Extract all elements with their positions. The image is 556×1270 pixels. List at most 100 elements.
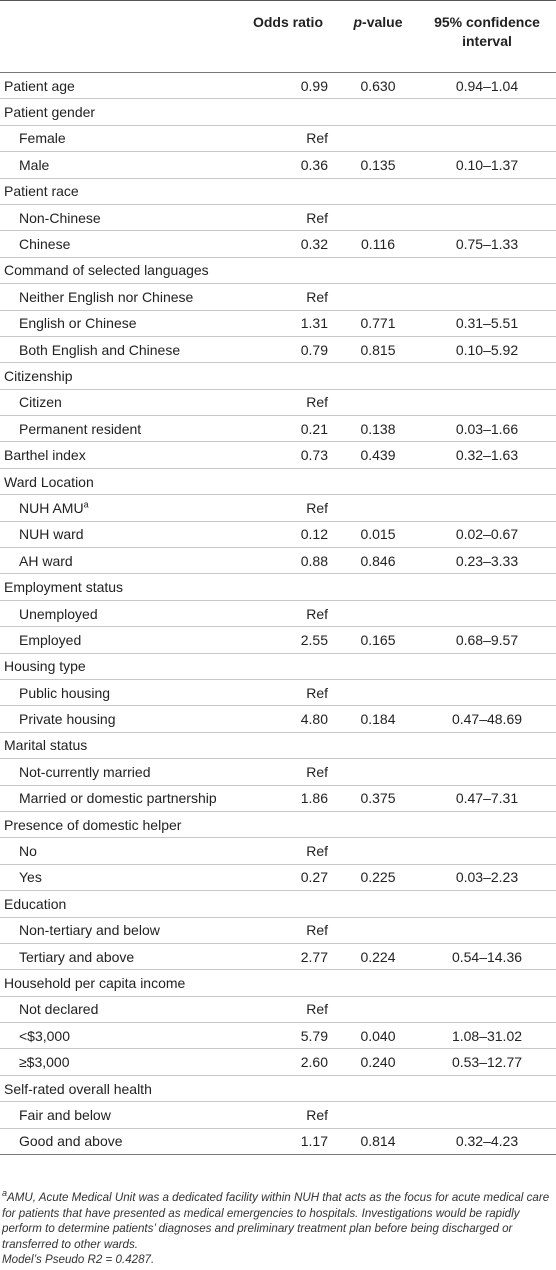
row-label: Patient age xyxy=(0,73,238,99)
cell-odds-ratio: 1.31 xyxy=(300,315,328,332)
table-row: Permanent resident 0.21 0.138 0.03–1.66 xyxy=(0,416,556,442)
cell-odds-ratio xyxy=(238,653,338,679)
cell-p-value xyxy=(338,917,418,943)
cell-p-value: 0.138 xyxy=(360,420,396,437)
cell-confidence-interval: 0.53–12.77 xyxy=(451,1054,523,1071)
row-label: Presence of domestic helper xyxy=(0,811,238,837)
cell-confidence-interval: 0.10–1.37 xyxy=(455,156,519,173)
table-row: NUH ward 0.12 0.015 0.02–0.67 xyxy=(0,521,556,548)
table-row: Not-currently married Ref xyxy=(0,759,556,786)
row-sublabel: Citizen xyxy=(0,389,238,415)
cell-confidence-interval xyxy=(418,204,556,230)
cell-p-value xyxy=(338,389,418,415)
row-label: Housing type xyxy=(0,653,238,679)
cell-odds-ratio: 0.21 xyxy=(300,420,328,437)
table-row: Neither English nor Chinese Ref xyxy=(0,284,556,311)
cell-p-value xyxy=(338,759,418,785)
cell-odds-ratio: Ref xyxy=(306,130,328,147)
cell-confidence-interval xyxy=(418,759,556,785)
row-label-text: Public housing xyxy=(19,684,111,701)
cell-confidence-interval xyxy=(418,732,556,758)
cell-odds-ratio xyxy=(238,178,338,204)
cell-confidence-interval xyxy=(418,891,556,917)
table-row: Chinese 0.32 0.116 0.75–1.33 xyxy=(0,231,556,258)
row-label: Citizenship xyxy=(0,363,238,389)
cell-confidence-interval: 0.47–7.31 xyxy=(455,790,519,807)
row-label-text: Citizenship xyxy=(4,367,73,384)
cell-odds-ratio: 2.77 xyxy=(300,948,328,965)
table-row: Fair and below Ref xyxy=(0,1102,556,1129)
row-label-text: Married or domestic partnership xyxy=(19,790,217,807)
cell-p-value xyxy=(338,468,418,494)
cell-confidence-interval xyxy=(418,679,556,705)
row-label-text: Employed xyxy=(19,631,82,648)
cell-odds-ratio: Ref xyxy=(306,763,328,780)
table-row: Non-Chinese Ref xyxy=(0,204,556,231)
row-label-text: Tertiary and above xyxy=(19,948,135,965)
row-label-text: Patient age xyxy=(4,77,75,94)
cell-p-value xyxy=(338,970,418,996)
header-p-italic: p xyxy=(353,14,363,30)
row-label-text: Barthel index xyxy=(4,447,86,464)
row-label: Household per capita income xyxy=(0,970,238,996)
cell-odds-ratio: 0.12 xyxy=(300,526,328,543)
cell-confidence-interval xyxy=(418,574,556,600)
footnote-a-text: AMU, Acute Medical Unit was a dedicated … xyxy=(2,1191,550,1251)
cell-odds-ratio: Ref xyxy=(306,209,328,226)
table-row: Both English and Chinese 0.79 0.815 0.10–5.… xyxy=(0,336,556,363)
header-confidence-interval: 95% confidence interval xyxy=(434,14,540,49)
cell-p-value xyxy=(338,1102,418,1128)
cell-odds-ratio: Ref xyxy=(306,684,328,701)
cell-confidence-interval xyxy=(418,125,556,151)
cell-odds-ratio: Ref xyxy=(306,394,328,411)
cell-odds-ratio: Ref xyxy=(306,922,328,939)
table-row: Patient race xyxy=(0,178,556,205)
row-label: Patient race xyxy=(0,178,238,204)
cell-confidence-interval xyxy=(418,178,556,204)
cell-odds-ratio xyxy=(238,574,338,600)
cell-confidence-interval: 0.47–48.69 xyxy=(451,711,523,728)
table-row: Yes 0.27 0.225 0.03–2.23 xyxy=(0,864,556,891)
cell-odds-ratio: 0.27 xyxy=(300,869,328,886)
footnote-a-marker: a xyxy=(2,1188,8,1199)
footnote-pseudo-r2: Model’s Pseudo R2 = 0.4287. xyxy=(2,1253,155,1266)
cell-odds-ratio xyxy=(238,468,338,494)
cell-confidence-interval: 0.02–0.67 xyxy=(455,526,519,543)
header-variable xyxy=(0,1,238,73)
table-row: Presence of domestic helper xyxy=(0,811,556,838)
row-sublabel: Chinese xyxy=(0,231,238,257)
row-sublabel: Non-Chinese xyxy=(0,204,238,230)
row-sublabel: Male xyxy=(0,152,238,178)
cell-confidence-interval: 0.23–3.33 xyxy=(455,552,519,569)
cell-odds-ratio xyxy=(238,363,338,389)
cell-p-value xyxy=(338,495,418,521)
cell-p-value xyxy=(338,811,418,837)
cell-confidence-interval: 0.54–14.36 xyxy=(451,948,523,965)
cell-p-value xyxy=(338,125,418,151)
row-label-text: No xyxy=(19,843,37,860)
row-label: Command of selected languages xyxy=(0,257,238,283)
row-label-text: Neither English nor Chinese xyxy=(19,288,194,305)
cell-odds-ratio: Ref xyxy=(306,288,328,305)
cell-confidence-interval xyxy=(418,600,556,626)
cell-confidence-interval xyxy=(418,811,556,837)
row-sublabel: Female xyxy=(0,125,238,151)
cell-confidence-interval xyxy=(418,363,556,389)
row-sublabel: NUH ward xyxy=(0,521,238,547)
table-row: Employment status xyxy=(0,574,556,601)
cell-confidence-interval xyxy=(418,653,556,679)
cell-p-value: 0.814 xyxy=(360,1133,396,1150)
row-sublabel: Not-currently married xyxy=(0,759,238,785)
row-label-text: Yes xyxy=(19,869,42,886)
cell-confidence-interval xyxy=(418,996,556,1022)
footnote-a: aAMU, Acute Medical Unit was a dedicated… xyxy=(2,1188,554,1252)
table-row: Barthel index 0.73 0.439 0.32–1.63 xyxy=(0,442,556,469)
row-sublabel: ≥$3,000 xyxy=(0,1049,238,1075)
row-sublabel: Permanent resident xyxy=(0,416,238,442)
row-label-text: Patient race xyxy=(4,183,79,200)
cell-odds-ratio: 1.17 xyxy=(300,1133,328,1150)
row-label-text: Presence of domestic helper xyxy=(4,816,182,833)
table-row: Unemployed Ref xyxy=(0,600,556,627)
row-label: Education xyxy=(0,891,238,917)
cell-p-value xyxy=(338,178,418,204)
